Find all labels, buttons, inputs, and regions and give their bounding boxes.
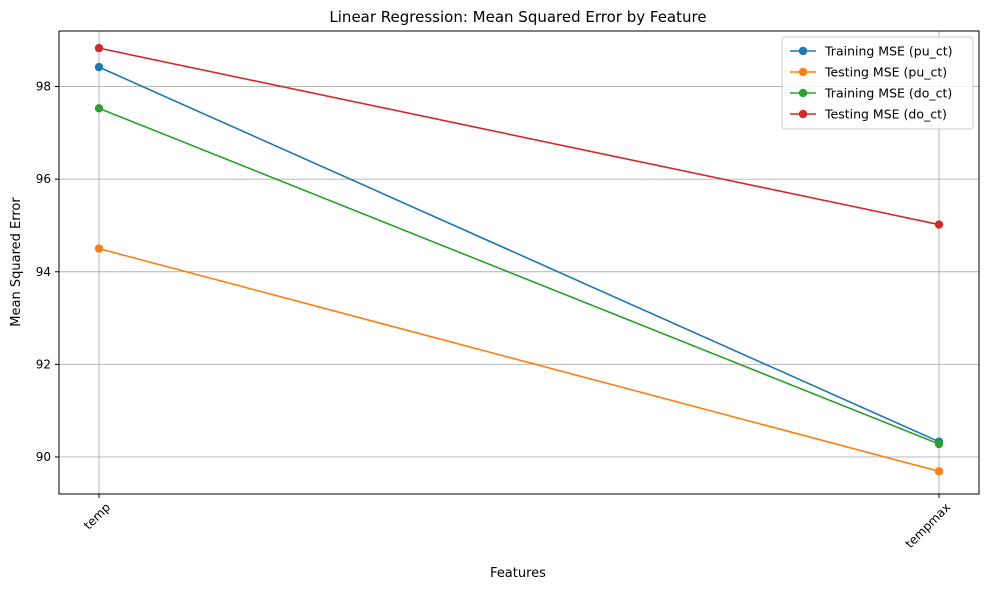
legend-label: Testing MSE (pu_ct) <box>824 65 947 80</box>
legend: Training MSE (pu_ct) Testing MSE (pu_ct) T… <box>781 36 974 130</box>
data-point <box>934 220 944 229</box>
legend-item: Training MSE (do_ct) <box>790 86 952 101</box>
y-tick-label: 94 <box>36 265 51 279</box>
legend-label: Training MSE (pu_ct) <box>824 44 953 59</box>
data-point <box>94 104 104 113</box>
y-tick-label: 96 <box>36 172 51 186</box>
legend-label: Training MSE (do_ct) <box>824 86 952 101</box>
series-line <box>98 107 940 445</box>
series-1 <box>94 244 944 476</box>
y-tick-label: 90 <box>36 450 51 464</box>
legend-box <box>781 36 974 130</box>
plot-frame <box>58 30 980 495</box>
x-axis-label: Features <box>490 566 546 581</box>
data-point <box>94 43 104 53</box>
x-tick-label: tempmax <box>903 500 954 551</box>
legend-item: Testing MSE (do_ct) <box>790 107 947 122</box>
legend-item: Testing MSE (pu_ct) <box>790 65 947 80</box>
data-point <box>94 62 104 72</box>
chart-title: Linear Regression: Mean Squared Error by… <box>329 8 706 26</box>
series-line <box>98 66 940 443</box>
y-tick-label: 92 <box>36 357 51 371</box>
x-tick-label: temp <box>81 500 113 532</box>
legend-swatch-marker <box>798 88 808 98</box>
series-3 <box>94 43 944 229</box>
series-2 <box>94 104 944 449</box>
data-point <box>94 244 104 253</box>
series-line <box>98 47 940 226</box>
series-lines <box>94 43 944 476</box>
legend-swatch-marker <box>798 46 808 56</box>
data-point <box>934 467 944 476</box>
y-tick-label: 98 <box>36 80 51 94</box>
y-axis-label: Mean Squared Error <box>9 197 24 327</box>
series-line <box>98 247 940 473</box>
legend-swatch-marker <box>798 67 808 77</box>
legend-swatch-marker <box>798 109 808 119</box>
legend-item: Training MSE (pu_ct) <box>790 44 953 59</box>
legend-label: Testing MSE (do_ct) <box>824 107 947 122</box>
data-point <box>934 439 944 449</box>
